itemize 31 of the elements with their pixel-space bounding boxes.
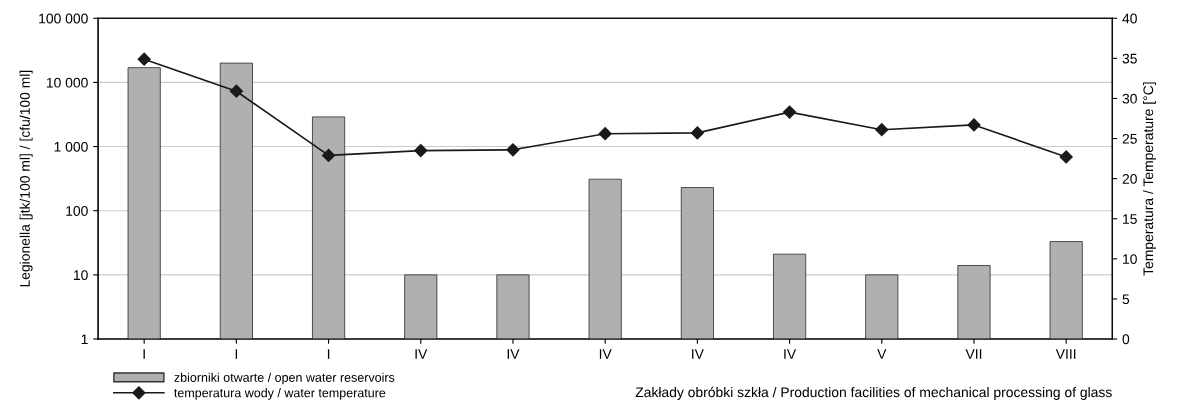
legend-label: temperatura wody / water temperature (174, 388, 386, 400)
x-tick-label: IV (692, 349, 704, 359)
x-tick-label: IV (784, 349, 797, 359)
y2-tick-label: 0 (1122, 334, 1130, 345)
y2-tick-label: 30 (1122, 93, 1137, 104)
x-tick-label: V (877, 349, 887, 359)
y-tick-label: 1 000 (54, 141, 88, 152)
y2-tick-label: 10 (1123, 254, 1137, 264)
y2-tick-label: 15 (1123, 214, 1137, 224)
x-tick-label: I (327, 349, 330, 359)
x-tick-label: VII (965, 349, 982, 359)
x-tick-label: IV (415, 349, 428, 359)
legend-label: zbiorniki otwarte / open water reservoirs (174, 372, 395, 385)
y2-tick-label: 25 (1122, 133, 1137, 144)
y2-tick-label: 40 (1122, 13, 1137, 24)
y2-tick-label: 35 (1122, 53, 1137, 64)
y-tick-label: 10 (73, 270, 88, 281)
y-tick-label: 100 000 (39, 13, 88, 24)
x-axis-title: Zakłady obróbki szkła / Production facilities of mechanical processing of glass (635, 386, 1112, 400)
y-axis-title: Legionella [jtk/100 ml] / [cfu/100 ml] (19, 70, 33, 287)
y-tick-label: 100 (66, 206, 88, 216)
x-tick-label: IV (507, 349, 520, 359)
y2-axis-title: Temperatura / Temperature [°C] (1143, 82, 1156, 276)
x-tick-label: I (235, 349, 238, 359)
x-tick-label: IV (599, 349, 612, 359)
x-tick-label: VIII (1055, 349, 1076, 359)
x-tick-label: I (143, 349, 145, 359)
y-tick-label: 1 (81, 334, 88, 345)
y-tick-label: 10 000 (46, 77, 88, 88)
y2-tick-label: 5 (1122, 294, 1130, 305)
y2-tick-label: 20 (1122, 173, 1137, 184)
